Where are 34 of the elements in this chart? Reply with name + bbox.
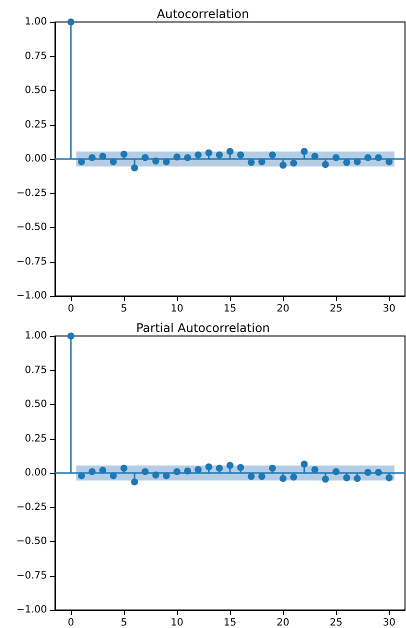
y-tick-label: −1.00 bbox=[16, 604, 47, 616]
y-tick-label: −0.25 bbox=[16, 188, 47, 199]
y-tick-label: −1.00 bbox=[16, 290, 47, 302]
y-tick-label: 0.00 bbox=[24, 154, 47, 164]
x-tick-label: 5 bbox=[120, 304, 128, 314]
y-tick-label: 0.75 bbox=[24, 364, 47, 376]
y-tick-label: 0.50 bbox=[24, 399, 47, 410]
x-tick-label: 5 bbox=[120, 618, 128, 628]
x-tick-label: 30 bbox=[382, 618, 396, 628]
x-tick-label: 0 bbox=[68, 618, 74, 628]
y-tick-label: −0.75 bbox=[16, 570, 47, 582]
x-tick-label: 15 bbox=[224, 304, 236, 314]
y-tick-label: 1.00 bbox=[24, 16, 47, 28]
x-tick-label: 25 bbox=[330, 304, 342, 314]
y-tick-label: 0.25 bbox=[24, 433, 47, 444]
x-tick-label: 0 bbox=[68, 304, 74, 314]
x-tick-label: 25 bbox=[330, 618, 342, 628]
x-tick-label: 20 bbox=[276, 304, 290, 314]
x-tick-label: 20 bbox=[276, 618, 290, 628]
y-tick-label: 0.50 bbox=[24, 85, 47, 96]
x-tick-label: 15 bbox=[224, 618, 236, 628]
chart-title: Partial Autocorrelation bbox=[136, 321, 270, 335]
x-tick-label: 30 bbox=[382, 304, 396, 314]
x-tick-label: 10 bbox=[170, 304, 184, 314]
y-tick-label: −0.50 bbox=[16, 536, 47, 547]
x-tick-label: 10 bbox=[170, 618, 184, 628]
y-tick-label: −0.25 bbox=[16, 502, 47, 513]
y-tick-label: 1.00 bbox=[24, 330, 47, 342]
y-tick-label: 0.25 bbox=[24, 119, 47, 130]
y-tick-label: 0.75 bbox=[24, 50, 47, 62]
chart-title: Autocorrelation bbox=[156, 7, 250, 21]
y-tick-label: 0.00 bbox=[24, 468, 47, 478]
y-tick-label: −0.75 bbox=[16, 256, 47, 268]
y-tick-label: −0.50 bbox=[16, 222, 47, 233]
